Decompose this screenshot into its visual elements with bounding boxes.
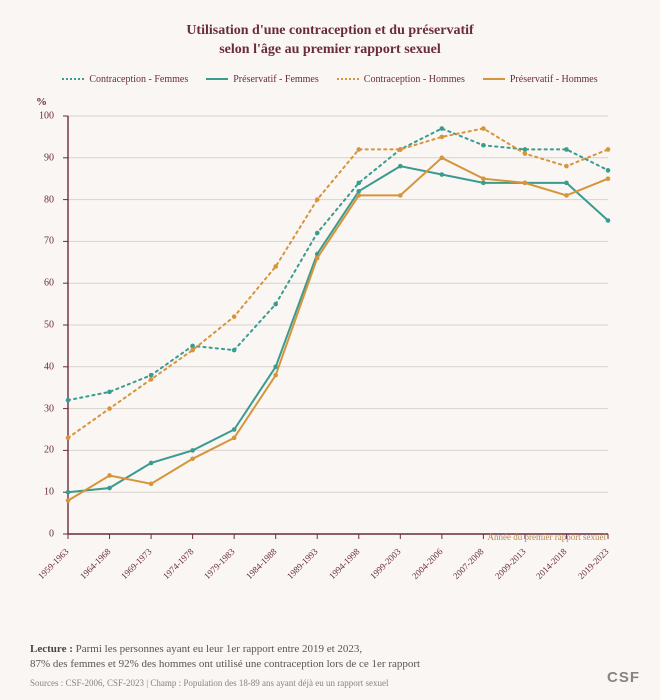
sources-line: Sources : CSF-2006, CSF-2023 | Champ : P… [30, 678, 389, 688]
x-tick: 2019-2023 [576, 546, 611, 581]
x-tick: 1994-1998 [327, 546, 362, 581]
legend: Contraception - Femmes Préservatif - Femm… [0, 74, 660, 85]
y-tick: 40 [30, 361, 54, 372]
y-tick: 30 [30, 403, 54, 414]
footer-line-2: 87% des femmes et 92% des hommes ont uti… [30, 658, 420, 670]
x-tick: 1974-1978 [161, 546, 196, 581]
x-tick: 1999-2003 [368, 546, 403, 581]
x-axis-note: Année du premier rapport sexuel [488, 532, 606, 542]
legend-swatch [483, 78, 505, 80]
y-tick: 60 [30, 278, 54, 289]
y-tick: 50 [30, 320, 54, 331]
logo-text: CSF [607, 669, 640, 686]
y-axis-label: % [36, 96, 47, 108]
y-tick: 10 [30, 487, 54, 498]
y-tick: 90 [30, 152, 54, 163]
y-tick: 20 [30, 445, 54, 456]
legend-item: Contraception - Hommes [337, 74, 465, 85]
chart-container: Utilisation d'une contraception et du pr… [0, 0, 660, 700]
x-tick: 1984-1988 [244, 546, 279, 581]
legend-label: Contraception - Femmes [89, 74, 188, 85]
footer-lead: Lecture : [30, 643, 73, 655]
y-tick: 0 [30, 529, 54, 540]
chart-svg [58, 110, 618, 550]
x-tick: 2004-2006 [410, 546, 445, 581]
legend-label: Préservatif - Femmes [233, 74, 319, 85]
title-line-2: selon l'âge au premier rapport sexuel [219, 42, 441, 57]
x-tick: 2007-2008 [451, 546, 486, 581]
footer-caption: Lecture : Parmi les personnes ayant eu l… [30, 642, 420, 672]
title-line-1: Utilisation d'une contraception et du pr… [186, 23, 473, 38]
legend-item: Préservatif - Femmes [206, 74, 319, 85]
x-tick: 1989-1993 [285, 546, 320, 581]
y-tick: 100 [30, 111, 54, 122]
legend-label: Préservatif - Hommes [510, 74, 598, 85]
legend-label: Contraception - Hommes [364, 74, 465, 85]
x-tick: 2014-2018 [534, 546, 569, 581]
x-tick: 1964-1968 [78, 546, 113, 581]
legend-swatch [206, 78, 228, 80]
x-tick: 1969-1973 [119, 546, 154, 581]
chart-title: Utilisation d'une contraception et du pr… [0, 0, 660, 60]
legend-item: Contraception - Femmes [62, 74, 188, 85]
y-tick: 80 [30, 194, 54, 205]
legend-item: Préservatif - Hommes [483, 74, 598, 85]
plot-area: Année du premier rapport sexuel [58, 110, 618, 550]
x-tick: 1959-1963 [36, 546, 71, 581]
legend-swatch [62, 78, 84, 80]
legend-swatch [337, 78, 359, 80]
x-tick: 1979-1983 [202, 546, 237, 581]
x-tick: 2009-2013 [493, 546, 528, 581]
footer-line-1: Parmi les personnes ayant eu leur 1er ra… [73, 643, 362, 655]
y-tick: 70 [30, 236, 54, 247]
